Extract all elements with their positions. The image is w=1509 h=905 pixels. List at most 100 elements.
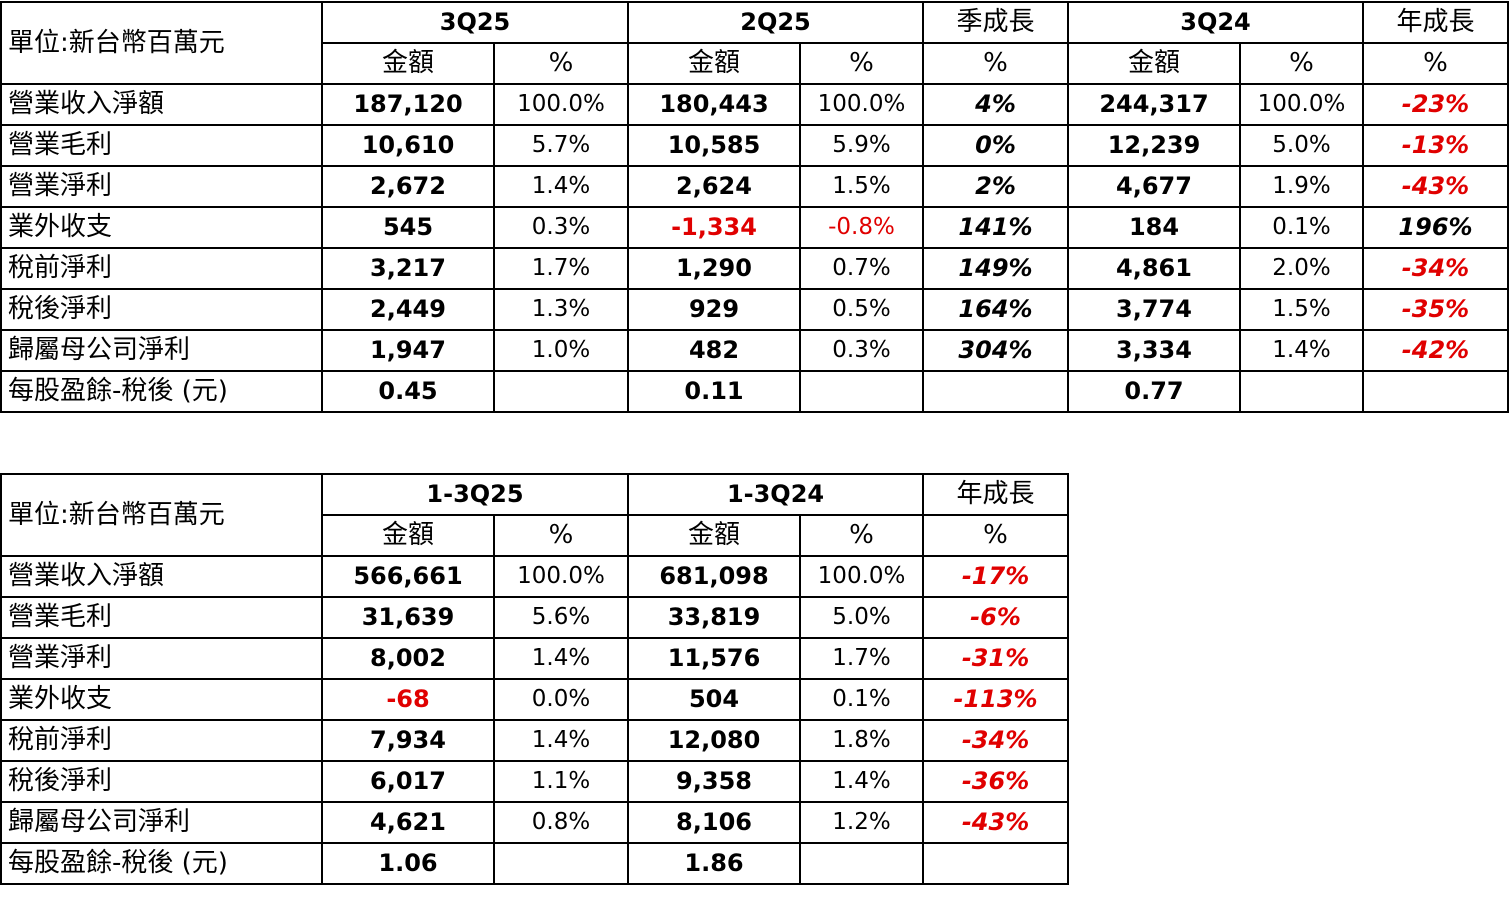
row-label: 營業毛利 (0, 124, 323, 167)
pct-1-3q24 (799, 842, 925, 885)
amount-1-3q24: 9,358 (627, 760, 802, 803)
header-row: 單位:新台幣百萬元 1-3Q25 1-3Q24 年成長 (0, 473, 1070, 557)
unit-label: 單位:新台幣百萬元 (0, 1, 323, 85)
amount-3q25: 0.45 (321, 370, 495, 413)
amount-1-3q25: 1.06 (321, 842, 495, 885)
table-row: 稅後淨利 6,017 1.1% 9,358 1.4% -36% (0, 760, 1070, 803)
pct-3q24: 1.9% (1239, 165, 1364, 208)
yoy-growth (922, 842, 1070, 885)
table-row: 歸屬母公司淨利 1,947 1.0% 482 0.3% 304% 3,334 1.4% -42% (0, 329, 1509, 372)
amount-1-3q24: 33,819 (627, 596, 802, 639)
table-row: 每股盈餘-稅後 (元) 0.45 0.11 0.77 (0, 370, 1509, 413)
row-label: 稅前淨利 (0, 719, 323, 762)
amount-3q24: 4,861 (1067, 247, 1241, 290)
sub-header-pct: % (1362, 42, 1509, 85)
pct-3q24 (1239, 370, 1364, 413)
unit-label: 單位:新台幣百萬元 (0, 473, 323, 557)
amount-3q24: 12,239 (1067, 124, 1241, 167)
amount-1-3q25: 4,621 (321, 801, 495, 844)
sub-header-pct: % (493, 42, 629, 85)
amount-3q25: 10,610 (321, 124, 495, 167)
yoy-growth: -36% (922, 760, 1070, 803)
qoq-growth: 141% (922, 206, 1069, 249)
yoy-growth: -34% (1362, 247, 1509, 290)
sub-header-amount: 金額 (1067, 42, 1241, 85)
qoq-growth: 149% (922, 247, 1069, 290)
yoy-growth: -23% (1362, 83, 1509, 126)
col-header-3q24: 3Q24 (1067, 1, 1364, 44)
pct-1-3q25 (492, 842, 630, 885)
sub-header-pct: % (1239, 42, 1364, 85)
row-label: 營業淨利 (0, 637, 323, 680)
pct-2q25 (799, 370, 924, 413)
table-row: 營業毛利 10,610 5.7% 10,585 5.9% 0% 12,239 5.0% -13% (0, 124, 1509, 167)
sub-header-pct: % (922, 514, 1070, 557)
amount-2q25: 1,290 (627, 247, 801, 290)
amount-3q25: 2,449 (321, 288, 495, 331)
table-row: 業外收支 -68 0.0% 504 0.1% -113% (0, 678, 1070, 721)
table-row: 稅前淨利 3,217 1.7% 1,290 0.7% 149% 4,861 2.0% -34% (0, 247, 1509, 290)
amount-2q25: 2,624 (627, 165, 801, 208)
amount-1-3q25: 7,934 (321, 719, 495, 762)
row-label: 稅後淨利 (0, 288, 323, 331)
pct-3q25: 1.3% (493, 288, 629, 331)
amount-2q25: 0.11 (627, 370, 801, 413)
sub-header-pct: % (799, 42, 924, 85)
row-label: 營業淨利 (0, 165, 323, 208)
amount-3q25: 1,947 (321, 329, 495, 372)
pct-1-3q25: 5.6% (492, 596, 630, 639)
pct-1-3q24: 1.8% (799, 719, 925, 762)
pct-2q25: 1.5% (799, 165, 924, 208)
col-header-yoy: 年成長 (922, 473, 1070, 516)
yoy-growth: -34% (922, 719, 1070, 762)
pct-3q24: 100.0% (1239, 83, 1364, 126)
qoq-growth: 0% (922, 124, 1069, 167)
amount-2q25: 10,585 (627, 124, 801, 167)
pct-1-3q24: 100.0% (799, 555, 925, 598)
pct-2q25: 5.9% (799, 124, 924, 167)
quarterly-income-table: 單位:新台幣百萬元 3Q25 2Q25 季成長 3Q24 年成長 金額 % 金額… (0, 1, 1509, 413)
table-row: 營業淨利 8,002 1.4% 11,576 1.7% -31% (0, 637, 1070, 680)
qoq-growth (922, 370, 1069, 413)
amount-3q24: 4,677 (1067, 165, 1241, 208)
pct-2q25: 0.3% (799, 329, 924, 372)
amount-1-3q24: 681,098 (627, 555, 802, 598)
row-label: 營業收入淨額 (0, 555, 323, 598)
row-label: 業外收支 (0, 678, 323, 721)
pct-3q25: 1.4% (493, 165, 629, 208)
subheader-row: 金額 % 金額 % % (1, 514, 1070, 557)
pct-3q24: 1.4% (1239, 329, 1364, 372)
row-label: 每股盈餘-稅後 (元) (0, 370, 323, 413)
pct-1-3q24: 1.2% (799, 801, 925, 844)
amount-2q25: -1,334 (627, 206, 801, 249)
row-label: 歸屬母公司淨利 (0, 329, 323, 372)
yoy-growth: -43% (922, 801, 1070, 844)
pct-2q25: -0.8% (799, 206, 924, 249)
table-row: 營業收入淨額 187,120 100.0% 180,443 100.0% 4% 244,31… (0, 83, 1509, 126)
pct-3q24: 0.1% (1239, 206, 1364, 249)
yoy-growth: -6% (922, 596, 1070, 639)
table-row: 每股盈餘-稅後 (元) 1.06 1.86 (0, 842, 1070, 885)
amount-2q25: 929 (627, 288, 801, 331)
sub-header-pct: % (799, 514, 925, 557)
pct-3q24: 1.5% (1239, 288, 1364, 331)
table-row: 業外收支 545 0.3% -1,334 -0.8% 141% 184 0.1% 196% (0, 206, 1509, 249)
pct-3q25: 1.7% (493, 247, 629, 290)
amount-1-3q25: 566,661 (321, 555, 495, 598)
amount-3q25: 2,672 (321, 165, 495, 208)
amount-3q24: 244,317 (1067, 83, 1241, 126)
col-header-qoq: 季成長 (922, 1, 1069, 44)
pct-3q25: 0.3% (493, 206, 629, 249)
amount-3q24: 3,334 (1067, 329, 1241, 372)
ytd-income-table: 單位:新台幣百萬元 1-3Q25 1-3Q24 年成長 金額 % 金額 % % … (0, 473, 1070, 885)
row-label: 每股盈餘-稅後 (元) (0, 842, 323, 885)
pct-3q24: 5.0% (1239, 124, 1364, 167)
col-header-1-3q25: 1-3Q25 (320, 473, 630, 516)
qoq-growth: 164% (922, 288, 1069, 331)
pct-3q25: 1.0% (493, 329, 629, 372)
amount-1-3q25: 8,002 (321, 637, 495, 680)
pct-2q25: 100.0% (799, 83, 924, 126)
pct-1-3q24: 1.7% (799, 637, 925, 680)
amount-2q25: 180,443 (627, 83, 801, 126)
sub-header-amount: 金額 (321, 42, 495, 85)
